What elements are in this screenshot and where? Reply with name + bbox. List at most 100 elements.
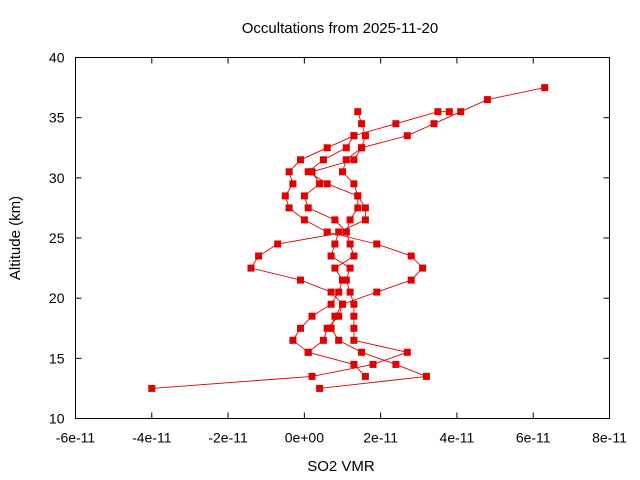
data-point [346, 288, 354, 296]
x-tick-label: 8e-11 [592, 430, 627, 446]
data-point [339, 168, 346, 176]
data-point [281, 192, 289, 200]
data-point [407, 276, 415, 284]
data-point [361, 204, 369, 212]
y-tick-label: 15 [49, 350, 65, 366]
x-axis: -6e-11 -4e-11 -2e-11 0e+00 2e-11 4e-11 6e-11 8e… [56, 57, 627, 446]
data-point [354, 192, 362, 200]
data-point [361, 216, 369, 224]
data-point [304, 168, 312, 176]
data-point [285, 168, 293, 176]
data-point [297, 324, 304, 332]
data-point [342, 276, 350, 284]
data-point [342, 228, 350, 236]
data-point [392, 360, 400, 368]
data-point [373, 288, 381, 296]
y-tick-label: 25 [49, 230, 65, 246]
data-point [323, 180, 331, 188]
data-point [274, 240, 282, 248]
data-point [350, 336, 358, 344]
data-point [358, 120, 366, 128]
data-point [407, 252, 415, 260]
data-point [403, 132, 411, 140]
data-point [342, 156, 350, 164]
data-point [339, 300, 346, 308]
y-tick-label: 30 [49, 170, 65, 186]
data-point [148, 384, 156, 392]
data-point [445, 108, 453, 116]
data-point [247, 264, 255, 272]
data-point [331, 312, 339, 320]
data-point [319, 336, 327, 344]
data-point [289, 180, 297, 188]
data-point [434, 108, 442, 116]
data-point [350, 312, 358, 320]
data-point [392, 120, 400, 128]
data-point [361, 372, 369, 380]
data-point [331, 240, 339, 248]
y-tick-label: 20 [49, 290, 65, 306]
data-point [541, 84, 549, 92]
data-point [316, 180, 324, 188]
y-tick-label: 35 [49, 110, 65, 126]
data-point [335, 228, 343, 236]
data-point [350, 324, 358, 332]
data-point [373, 240, 381, 248]
data-point [323, 324, 331, 332]
data-point [339, 276, 346, 284]
data-point [346, 216, 354, 224]
chart-title: Occultations from 2025-11-20 [242, 20, 439, 37]
data-point [342, 144, 350, 152]
data-point [361, 132, 369, 140]
data-point [327, 324, 335, 332]
x-axis-label: SO2 VMR [307, 458, 375, 475]
data-point [457, 108, 465, 116]
data-point [300, 192, 308, 200]
data-point [358, 144, 366, 152]
data-point [297, 276, 304, 284]
x-tick-label: 4e-11 [440, 430, 475, 446]
data-point [327, 288, 335, 296]
x-tick-label: -4e-11 [132, 430, 172, 446]
y-tick-label: 10 [49, 411, 65, 427]
data-point [319, 156, 327, 164]
data-point [308, 312, 316, 320]
data-point [419, 264, 427, 272]
data-point [369, 360, 377, 368]
x-tick-label: 6e-11 [516, 430, 551, 446]
data-point [304, 204, 312, 212]
data-point [335, 336, 343, 344]
data-point [403, 348, 411, 356]
data-point [483, 96, 491, 104]
series-line-2 [284, 111, 450, 389]
data-point [350, 300, 358, 308]
data-point [316, 384, 324, 392]
data-point [327, 300, 335, 308]
data-point [430, 120, 438, 128]
y-axis-label: Altitude (km) [7, 196, 24, 280]
data-point [331, 216, 339, 224]
y-axis: 10 15 20 25 30 35 40 [49, 50, 610, 427]
data-point [335, 312, 343, 320]
data-point [331, 264, 339, 272]
data-point [350, 252, 358, 260]
x-tick-label: -6e-11 [56, 430, 96, 446]
data-point [327, 252, 335, 260]
data-point [350, 360, 358, 368]
x-tick-label: -2e-11 [208, 430, 248, 446]
plot-area [148, 84, 549, 392]
data-point [308, 372, 316, 380]
data-point [358, 348, 366, 356]
data-point [354, 108, 362, 116]
data-point [350, 180, 358, 188]
data-point [289, 336, 297, 344]
data-point [335, 288, 343, 296]
data-point [297, 156, 304, 164]
data-point [255, 252, 263, 260]
y-tick-label: 40 [49, 50, 65, 66]
x-tick-label: 0e+00 [285, 430, 325, 446]
data-point [346, 240, 354, 248]
data-point [354, 204, 362, 212]
plot-frame [75, 57, 610, 419]
